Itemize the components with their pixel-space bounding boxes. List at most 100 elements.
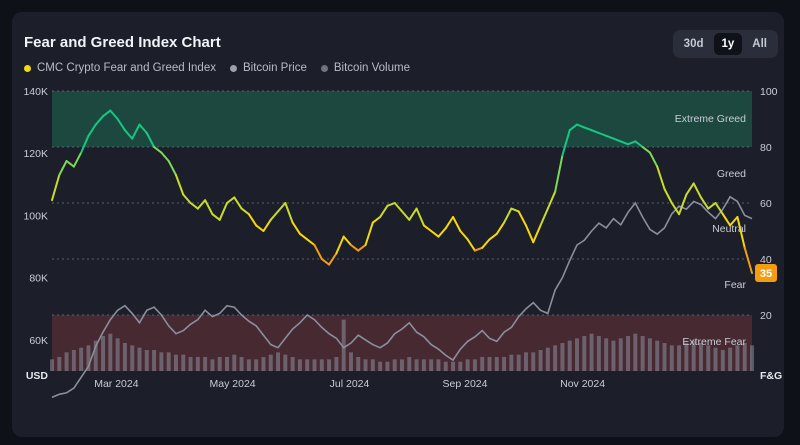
fear-greed-line-segment[interactable] [284, 202, 294, 224]
fear-greed-line-segment[interactable] [94, 115, 105, 126]
fear-greed-line-segment[interactable] [87, 123, 97, 137]
fear-greed-line-segment[interactable] [174, 174, 185, 196]
fear-greed-line-segment[interactable] [459, 230, 469, 241]
fear-greed-line-segment[interactable] [291, 221, 301, 235]
fear-greed-line-segment[interactable] [634, 140, 644, 148]
fear-greed-chart[interactable]: 60K 80K 100K 120K 140K 20 40 60 80 100 USD F&G Mar 2… [12, 12, 784, 437]
fear-greed-line-segment[interactable] [729, 216, 739, 227]
fear-greed-line-segment[interactable] [51, 174, 61, 202]
fear-greed-line-segment[interactable] [255, 224, 265, 232]
fear-greed-line-segment[interactable] [80, 134, 90, 154]
legend-item-bitcoin-price[interactable]: Bitcoin Price [229, 62, 307, 74]
fear-greed-line-segment[interactable] [707, 202, 717, 210]
fear-greed-line-segment[interactable] [269, 210, 280, 221]
fear-greed-line-segment[interactable] [721, 213, 732, 227]
fear-greed-line-segment[interactable] [393, 202, 403, 213]
fear-greed-line-segment[interactable] [408, 207, 418, 221]
fear-greed-line-segment[interactable] [196, 199, 207, 210]
legend-item-bitcoin-volume[interactable]: Bitcoin Volume [320, 62, 410, 74]
fear-greed-line-segment[interactable] [313, 244, 323, 260]
fear-greed-line-segment[interactable] [576, 123, 586, 129]
fear-greed-line-segment[interactable] [678, 193, 688, 216]
fear-greed-line-segment[interactable] [481, 238, 491, 249]
fear-greed-line-segment[interactable] [371, 216, 382, 224]
fear-greed-line-segment[interactable] [386, 202, 396, 207]
fear-greed-line-segment[interactable] [189, 202, 199, 210]
fear-greed-line-segment[interactable] [444, 216, 455, 230]
fear-greed-line-segment[interactable] [262, 218, 272, 232]
fear-greed-line-segment[interactable] [714, 202, 724, 216]
fear-greed-line-segment[interactable] [641, 146, 651, 154]
fear-greed-line-segment[interactable] [466, 238, 476, 252]
fear-greed-line-segment[interactable] [561, 129, 571, 157]
fear-greed-line-segment[interactable] [138, 123, 148, 134]
fear-greed-line-segment[interactable] [65, 160, 75, 168]
fear-greed-line-segment[interactable] [605, 134, 615, 140]
fear-greed-line-segment[interactable] [583, 126, 593, 132]
fear-greed-line-segment[interactable] [298, 232, 309, 241]
fear-greed-line-segment[interactable] [503, 207, 513, 224]
fear-greed-line-segment[interactable] [612, 137, 622, 143]
fear-greed-line-segment[interactable] [342, 235, 352, 246]
fear-greed-line-segment[interactable] [510, 207, 520, 213]
fear-greed-line-segment[interactable] [116, 118, 126, 132]
fear-greed-line-segment[interactable] [131, 123, 141, 140]
fear-greed-line-segment[interactable] [743, 246, 753, 274]
fear-greed-line-segment[interactable] [430, 230, 440, 238]
fear-greed-line-segment[interactable] [211, 213, 221, 221]
fear-greed-line-segment[interactable] [656, 165, 666, 190]
fear-greed-line-segment[interactable] [335, 235, 345, 255]
range-button-all[interactable]: All [744, 33, 775, 55]
bitcoin-price-line[interactable] [51, 195, 753, 399]
fear-greed-line-segment[interactable] [685, 182, 695, 196]
fear-greed-line-segment[interactable] [670, 202, 681, 216]
fear-greed-line-segment[interactable] [524, 224, 535, 244]
legend-item-fear-greed[interactable]: CMC Crypto Fear and Greed Index [24, 62, 216, 74]
fear-greed-line-segment[interactable] [204, 199, 214, 216]
fear-greed-line-segment[interactable] [597, 132, 608, 137]
fear-greed-line-segment[interactable] [663, 188, 673, 204]
fear-greed-line-segment[interactable] [320, 258, 331, 266]
fear-greed-line-segment[interactable] [277, 202, 287, 213]
fear-greed-line-segment[interactable] [240, 207, 250, 216]
fear-greed-line-segment[interactable] [517, 210, 527, 227]
fear-greed-line-segment[interactable] [218, 202, 228, 221]
fear-greed-line-segment[interactable] [488, 232, 498, 241]
fear-greed-line-segment[interactable] [233, 196, 243, 210]
fear-greed-line-segment[interactable] [473, 246, 484, 252]
fear-greed-line-segment[interactable] [167, 160, 177, 176]
fear-greed-line-segment[interactable] [306, 238, 316, 246]
fear-greed-line-segment[interactable] [495, 221, 506, 235]
fear-greed-line-segment[interactable] [349, 244, 360, 252]
fear-greed-line-segment[interactable] [422, 224, 433, 232]
fear-greed-line-segment[interactable] [379, 204, 389, 218]
fear-greed-line-segment[interactable] [153, 146, 163, 154]
fear-greed-line-segment[interactable] [357, 244, 367, 252]
fear-greed-line-segment[interactable] [699, 196, 710, 210]
fear-greed-line-segment[interactable] [401, 210, 411, 221]
range-button-30d[interactable]: 30d [676, 33, 712, 55]
fear-greed-line-segment[interactable] [109, 109, 119, 120]
fear-greed-line-segment[interactable] [619, 140, 630, 146]
fear-greed-line-segment[interactable] [532, 224, 542, 244]
fear-greed-line-segment[interactable] [328, 252, 338, 266]
fear-greed-line-segment[interactable] [692, 182, 702, 199]
fear-greed-line-segment[interactable] [160, 151, 170, 162]
fear-greed-line-segment[interactable] [58, 160, 68, 176]
fear-greed-line-segment[interactable] [554, 154, 564, 193]
fear-greed-line-segment[interactable] [364, 221, 374, 246]
fear-greed-line-segment[interactable] [102, 109, 112, 118]
fear-greed-line-segment[interactable] [247, 213, 258, 227]
fear-greed-line-segment[interactable] [627, 140, 637, 146]
fear-greed-line-segment[interactable] [145, 132, 156, 148]
fear-greed-line-segment[interactable] [736, 216, 746, 249]
fear-greed-line-segment[interactable] [415, 207, 425, 227]
fear-greed-line-segment[interactable] [123, 129, 134, 140]
fear-greed-line-segment[interactable] [226, 196, 236, 204]
fear-greed-line-segment[interactable] [590, 129, 600, 134]
range-button-1y[interactable]: 1y [713, 33, 743, 55]
fear-greed-line-segment[interactable] [539, 207, 549, 227]
fear-greed-line-segment[interactable] [437, 227, 447, 238]
fear-greed-line-segment[interactable] [452, 216, 462, 232]
fear-greed-line-segment[interactable] [568, 123, 578, 132]
